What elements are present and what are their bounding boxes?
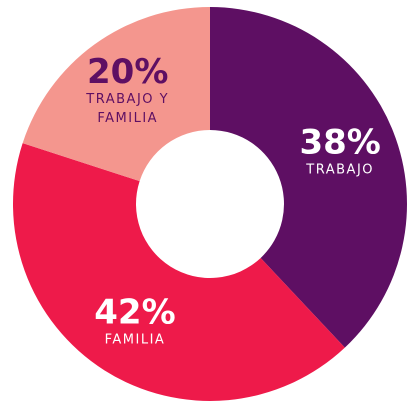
value-label: 42%	[94, 292, 176, 333]
category-label: FAMILIA	[104, 332, 166, 348]
category-label: TRABAJO Y FAMILIA	[86, 91, 170, 126]
slice-label: 42% FAMILIA	[75, 295, 195, 350]
slice-label: 20% TRABAJO Y FAMILIA	[68, 54, 188, 128]
value-label: 38%	[299, 122, 381, 163]
value-label: 20%	[87, 51, 169, 92]
category-label: TRABAJO	[306, 162, 375, 178]
wedge	[13, 143, 345, 401]
wedge	[22, 7, 211, 182]
slice-label: 38% TRABAJO	[280, 125, 400, 180]
wedge	[210, 7, 407, 348]
